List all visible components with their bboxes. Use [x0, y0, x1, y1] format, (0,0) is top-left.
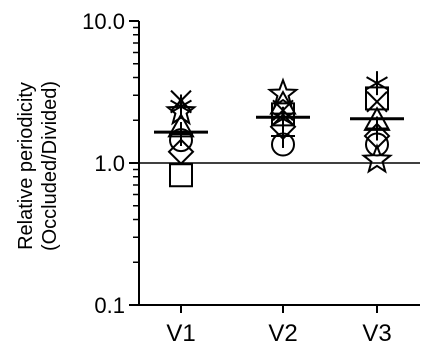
- data-point-x: [366, 91, 388, 113]
- x-tick-label: V1: [166, 320, 195, 347]
- circle-marker: [271, 132, 295, 157]
- axes: 0.1 1.0 10.0 V1 V2 V3: [82, 9, 420, 347]
- data-point-star: [360, 143, 394, 174]
- data-point-star: [266, 77, 300, 108]
- x-tick-label: V3: [362, 320, 391, 347]
- circle-marker: [365, 132, 389, 157]
- data-point-circle: [365, 132, 389, 157]
- y-tick-label: 1.0: [94, 151, 125, 176]
- data-point-circle: [169, 128, 193, 153]
- y-tick-label: 10.0: [82, 9, 125, 34]
- series-V1: [164, 89, 198, 188]
- y-axis-title: Relative periodicity (Occluded/Divided): [15, 81, 61, 251]
- y-tick-label: 0.1: [94, 293, 125, 318]
- y-axis-title-line2: (Occluded/Divided): [39, 81, 61, 251]
- y-axis-title-line1: Relative periodicity: [15, 82, 37, 250]
- square-marker: [169, 163, 193, 188]
- star-marker: [164, 94, 198, 126]
- star-marker: [360, 143, 394, 174]
- data-point-plus: [365, 116, 389, 141]
- x-marker-b: [366, 91, 388, 113]
- asterisk-marker-b: [170, 99, 192, 114]
- star-marker: [266, 77, 300, 108]
- data-marks: [154, 71, 404, 188]
- circle-marker: [169, 128, 193, 153]
- x-tick-label: V2: [268, 320, 297, 347]
- data-point-circle: [271, 132, 295, 157]
- data-point-star: [164, 94, 198, 126]
- data-point-square: [169, 163, 193, 188]
- series-V3: [360, 71, 394, 174]
- data-point-asterisk: [366, 71, 388, 96]
